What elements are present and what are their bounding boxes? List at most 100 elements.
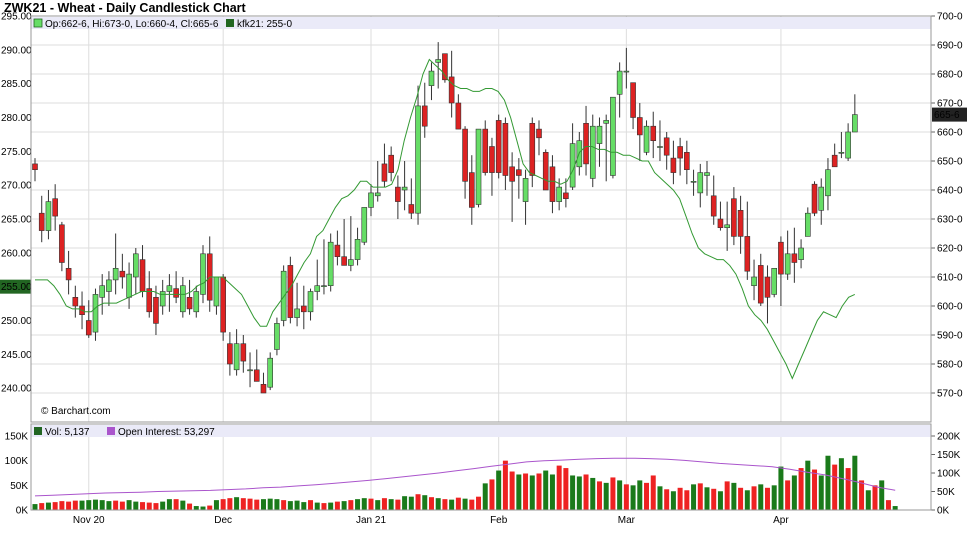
copyright-text: © Barchart.com	[41, 406, 111, 417]
volume-bar-down	[832, 464, 838, 510]
volume-bar-down	[596, 481, 602, 510]
candle-up	[99, 285, 105, 298]
volume-bar-up	[852, 455, 858, 510]
candle-down	[395, 186, 401, 202]
candle-down	[489, 146, 495, 173]
volume-bar-up	[818, 475, 824, 510]
open-interest-line	[34, 457, 896, 497]
oi-tick-label: 200K	[937, 432, 961, 443]
candle-up	[368, 192, 374, 208]
volume-bar-down	[381, 498, 387, 510]
candle-down	[119, 270, 126, 278]
volume-bar-up	[267, 498, 273, 510]
oi-tick-label: 0K	[937, 506, 950, 517]
candle-up	[704, 172, 710, 176]
volume-left-tick-label: 150K	[5, 432, 29, 443]
candle-down	[542, 152, 549, 191]
volume-bar-down	[442, 499, 448, 510]
candle-up	[697, 172, 704, 194]
volume-left-tick-label: 100K	[5, 456, 29, 467]
volume-bar-down	[66, 501, 72, 510]
volume-bar-up	[133, 501, 139, 510]
volume-bar-down	[764, 487, 770, 510]
candle-up	[643, 125, 650, 153]
candle-up	[852, 114, 858, 133]
volume-bar-up	[160, 501, 166, 510]
candle-down	[670, 157, 677, 173]
right-tick-label: 600-0	[937, 302, 963, 313]
candle-up	[415, 105, 421, 214]
oi-legend-text: Open Interest: 53,297	[118, 427, 215, 438]
volume-bar-down	[59, 501, 65, 510]
candle-up	[294, 308, 300, 318]
candle-down	[757, 265, 764, 304]
candle-up	[784, 253, 791, 275]
volume-bar-down	[321, 503, 327, 510]
candle-down	[85, 320, 92, 336]
candle-down	[388, 154, 394, 173]
volume-legend-text: Vol: 5,137	[45, 427, 90, 438]
volume-legend-bar	[31, 425, 931, 437]
volume-bar-up	[106, 501, 112, 510]
candle-up	[280, 270, 287, 321]
volume-bar-down	[536, 473, 542, 510]
spread-line	[35, 58, 856, 380]
candle-up	[193, 291, 200, 313]
candle-up	[596, 125, 603, 144]
volume-bar-down	[395, 499, 401, 510]
volume-bar-up	[388, 499, 394, 510]
candle-up	[126, 273, 132, 298]
volume-bar-up	[570, 475, 576, 510]
left-tick-label: 275.00	[1, 147, 32, 158]
left-tick-label: 240.00	[1, 384, 32, 395]
volume-bar-down	[469, 499, 475, 510]
volume-bar-up	[92, 499, 98, 510]
candle-up	[133, 253, 139, 278]
right-tick-label: 570-0	[937, 389, 963, 400]
candle-down	[253, 369, 260, 382]
candle-up	[818, 186, 825, 211]
candle-down	[442, 53, 448, 81]
volume-bar-up	[287, 501, 293, 510]
x-tick-label: Jan 21	[356, 515, 386, 526]
candle-up	[798, 247, 804, 260]
candle-up	[166, 285, 173, 292]
spread-legend-text: kfk21: 255-0	[237, 19, 292, 30]
candle-down	[509, 166, 515, 182]
volume-bar-down	[476, 496, 482, 510]
candle-up	[233, 343, 240, 371]
volume-bar-up	[449, 499, 455, 510]
volume-bar-down	[220, 499, 226, 510]
volume-bar-down	[207, 505, 213, 510]
candle-down	[549, 166, 556, 202]
candle-down	[146, 288, 153, 313]
candle-down	[38, 212, 45, 231]
left-tick-label: 270.00	[1, 181, 32, 192]
volume-bar-down	[39, 503, 45, 510]
candle-down	[684, 152, 690, 171]
candle-down	[341, 256, 347, 266]
candle-up	[321, 285, 327, 288]
volume-bar-down	[173, 499, 179, 510]
volume-bar-up	[838, 458, 844, 510]
right-tick-label: 650-0	[937, 157, 963, 168]
candle-up	[724, 224, 730, 229]
volume-bar-up	[355, 499, 361, 510]
candle-up	[556, 186, 562, 202]
candle-down	[240, 343, 247, 362]
right-price-axis: 570-0 580-0 590-0 600-0 610-0 620-0 630-0 640-0…	[931, 12, 967, 400]
volume-legend-swatch	[34, 427, 42, 435]
volume-bar-up	[630, 485, 636, 510]
candle-down	[737, 210, 744, 237]
candle-down	[52, 198, 58, 217]
chart-title: ZWK21 - Wheat - Daily Candlestick Chart	[4, 1, 246, 15]
left-tick-label: 245.00	[1, 350, 32, 361]
volume-bar-up	[234, 497, 240, 510]
oi-legend-swatch	[107, 427, 115, 435]
candle-up	[589, 125, 596, 179]
candle-down	[811, 183, 818, 214]
volume-bar-down	[502, 460, 508, 510]
volume-bar-up	[79, 500, 85, 510]
right-tick-label: 640-0	[937, 186, 963, 197]
oi-tick-label: 150K	[937, 450, 961, 461]
